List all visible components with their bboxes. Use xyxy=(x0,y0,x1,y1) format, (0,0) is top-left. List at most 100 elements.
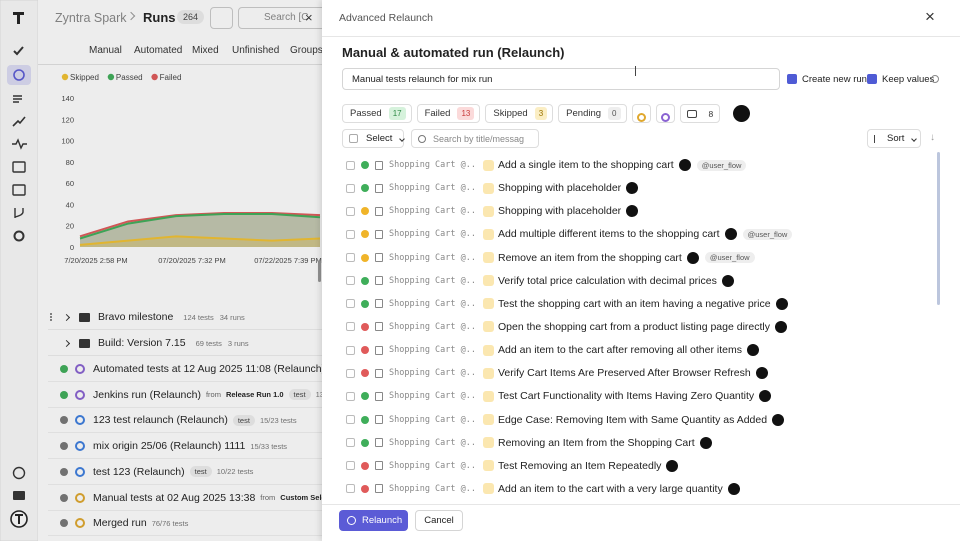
type-filter[interactable] xyxy=(655,104,675,123)
tab[interactable]: Groups xyxy=(290,45,322,56)
type-icon xyxy=(636,113,646,122)
filter-button[interactable] xyxy=(210,7,233,29)
test-status xyxy=(361,438,369,447)
test-title: Remove an item from the shopping cart xyxy=(498,251,682,264)
test-row[interactable]: Shopping Cart @... Test the shopping cart… xyxy=(346,294,936,314)
cancel-button[interactable]: Cancel xyxy=(415,510,463,531)
option-checkbox[interactable]: Create new run xyxy=(787,72,867,86)
manual-icon xyxy=(483,460,494,472)
test-row[interactable]: Shopping Cart @... Add multiple different… xyxy=(346,224,936,244)
cancel-label: Cancel xyxy=(424,515,454,526)
run-status xyxy=(60,467,68,476)
test-row[interactable]: Shopping Cart @... Verify Cart Items Are … xyxy=(346,363,936,383)
group-runs: 34 runs xyxy=(219,312,245,322)
test-row[interactable]: Shopping Cart @... Add an item to the car… xyxy=(346,479,936,499)
test-row[interactable]: Shopping Cart @... Remove an item from th… xyxy=(346,248,936,268)
run-row[interactable]: Automated tests at 12 Aug 2025 11:08 (Re… xyxy=(60,360,322,378)
folder-icon xyxy=(79,312,90,322)
group-row[interactable]: Build: Version 7.15 69 tests 3 runs xyxy=(48,334,322,352)
test-suite: Shopping Cart @... xyxy=(389,160,477,170)
select-label: Select xyxy=(366,133,393,144)
run-status xyxy=(60,390,68,399)
test-row[interactable]: Shopping Cart @... Add a single item to t… xyxy=(346,155,936,175)
run-status xyxy=(60,442,68,451)
test-row[interactable]: Shopping Cart @... Test Removing an Item … xyxy=(346,456,936,476)
tab[interactable]: Manual xyxy=(89,45,122,56)
drag-handle xyxy=(50,313,56,321)
manual-icon xyxy=(483,483,494,495)
tab[interactable]: Mixed xyxy=(192,45,219,56)
run-row[interactable]: 123 test relaunch (Relaunch) test 15/23 te… xyxy=(60,411,322,429)
test-row[interactable]: Shopping Cart @... Test Cart Functionalit… xyxy=(346,386,936,406)
run-row[interactable]: mix origin 25/06 (Relaunch) 1111 15/33 te… xyxy=(60,437,322,455)
folder-icon xyxy=(79,338,90,348)
run-type xyxy=(75,518,85,529)
checkbox xyxy=(346,253,355,263)
run-row[interactable]: Jenkins run (Relaunch) from Release Run 1.… xyxy=(60,386,322,404)
manual-icon xyxy=(483,437,494,449)
tab[interactable]: Automated xyxy=(134,45,183,56)
run-row[interactable]: Manual tests at 02 Aug 2025 13:38 from Cus… xyxy=(60,489,322,507)
run-type xyxy=(75,415,85,426)
close-button[interactable]: × xyxy=(925,7,935,26)
test-search[interactable]: Search by title/messag xyxy=(411,129,539,148)
test-suite: Shopping Cart @... xyxy=(389,414,477,425)
test-doc-icon xyxy=(375,484,383,494)
relaunch-button[interactable]: Relaunch xyxy=(339,510,408,531)
test-doc-icon xyxy=(375,391,383,401)
sort-direction[interactable]: ↓ xyxy=(930,132,935,143)
sort-button[interactable]: Sort xyxy=(867,129,921,148)
filter-label: Passed xyxy=(350,108,382,119)
test-title: Add an item to the cart with a very larg… xyxy=(498,482,723,495)
run-tag: test xyxy=(232,414,255,426)
test-suite: Shopping Cart @... xyxy=(389,229,477,240)
run-title: test 123 (Relaunch) xyxy=(93,465,185,478)
avatar xyxy=(699,436,712,449)
filter-chip[interactable]: Failed 13 xyxy=(416,104,481,123)
test-row[interactable]: Shopping Cart @... Verify total price cal… xyxy=(346,271,936,291)
test-row[interactable]: Shopping Cart @... Shopping with placehol… xyxy=(346,201,936,221)
run-type xyxy=(75,466,85,477)
legend-dot xyxy=(151,73,158,81)
test-row[interactable]: Shopping Cart @... Add an item to the car… xyxy=(346,340,936,360)
avatar xyxy=(724,228,737,241)
avatar xyxy=(772,413,785,426)
filter-chip[interactable]: Pending 0 xyxy=(558,104,627,123)
test-status xyxy=(361,299,369,308)
runs-page: Skipped Passed Failed 0 20 40 60 80 100 120 140 7/2… xyxy=(0,0,322,541)
y-tick-label: 100 xyxy=(61,137,74,146)
comments-filter[interactable]: 8 xyxy=(679,104,721,123)
row-divider xyxy=(48,355,322,356)
checkbox xyxy=(346,276,355,286)
test-suite: Shopping Cart @... xyxy=(389,483,477,494)
option-checkbox[interactable]: Keep values xyxy=(867,72,934,86)
group-row[interactable]: Bravo milestone 124 tests 34 runs xyxy=(48,308,322,326)
run-row[interactable]: Merged run 76/76 tests xyxy=(60,514,322,532)
test-row[interactable]: Shopping Cart @... Open the shopping cart… xyxy=(346,317,936,337)
test-row[interactable]: Shopping Cart @... Edge Case: Removing It… xyxy=(346,410,936,430)
tab[interactable]: Unfinished xyxy=(232,45,280,56)
run-tests: 13 xyxy=(315,390,322,400)
filter-label: Failed xyxy=(424,108,451,119)
test-status xyxy=(361,230,369,239)
run-row[interactable]: test 123 (Relaunch) test 10/22 tests xyxy=(60,463,322,481)
select-dropdown[interactable]: Select xyxy=(342,129,406,148)
checkbox xyxy=(346,368,355,378)
row-divider xyxy=(48,509,322,511)
test-row[interactable]: Shopping Cart @... Shopping with placehol… xyxy=(346,178,936,198)
run-name-input[interactable]: Manual tests relaunch for mix run xyxy=(342,68,780,90)
legend-label: Failed xyxy=(160,73,182,82)
run-type xyxy=(75,389,85,400)
comment-icon xyxy=(686,109,697,118)
legend-dot xyxy=(107,73,115,81)
runs-chart: Skipped Passed Failed 0 20 40 60 80 100 120 140 7/2… xyxy=(61,73,321,265)
avatar xyxy=(666,459,679,472)
search-box[interactable]: Search [C xyxy=(238,7,322,29)
avatar xyxy=(678,159,691,171)
filter-chip[interactable]: Passed 17 xyxy=(342,104,412,123)
test-row[interactable]: Shopping Cart @... Removing an Item from … xyxy=(346,433,936,453)
filter-count: 0 xyxy=(608,107,621,120)
filter-count: 17 xyxy=(388,107,406,120)
filter-chip[interactable]: Skipped 3 xyxy=(485,104,554,123)
type-filter[interactable] xyxy=(631,104,651,123)
